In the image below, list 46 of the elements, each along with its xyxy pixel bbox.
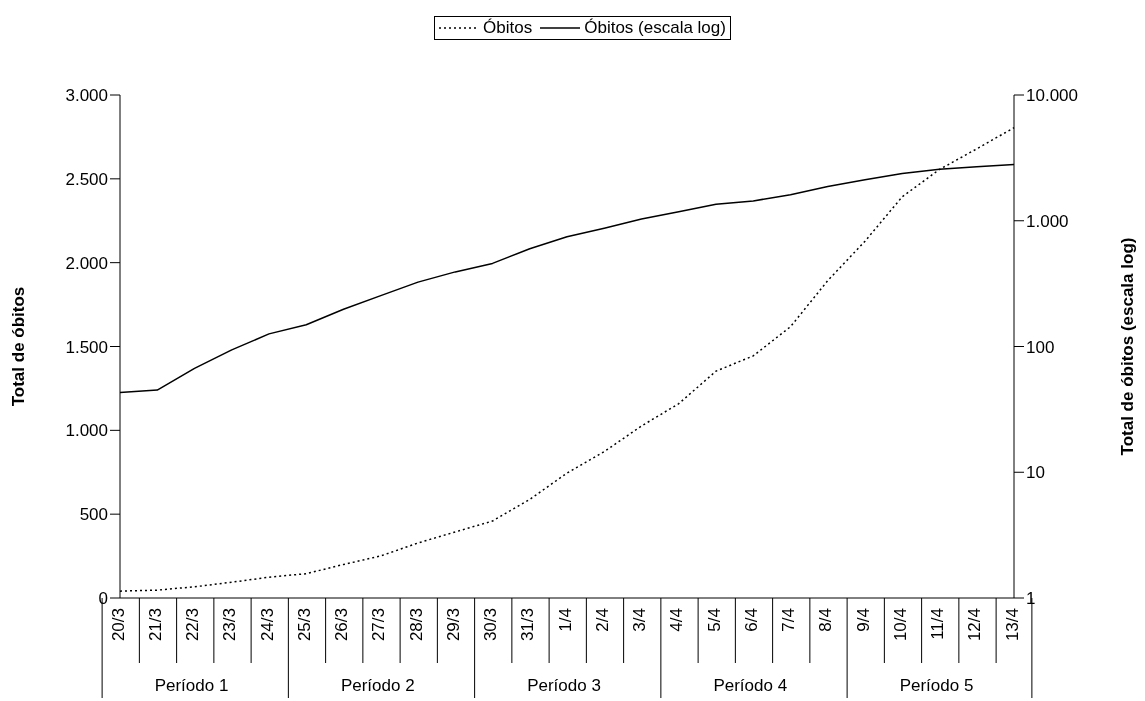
x-tick-label: 25/3 (294, 608, 314, 642)
x-tick-label: 20/3 (108, 608, 128, 642)
y-axis-title: Total de óbitos (9, 286, 29, 407)
x-tick-label: 8/4 (816, 608, 836, 632)
y-tick-label: 0 (98, 589, 108, 609)
legend-label: Óbitos (escala log) (583, 17, 726, 39)
x-tick-label: 7/4 (779, 608, 798, 632)
x-tick-label: 1/4 (555, 608, 575, 632)
x-tick-label: 5/4 (704, 608, 724, 632)
x-tick-label: 2/4 (592, 608, 612, 632)
y-tick-label: 3.000 (65, 86, 108, 106)
y-tick-label: 500 (79, 505, 108, 525)
text: Período 2 (340, 676, 415, 695)
text: Período 5 (899, 676, 974, 695)
x-tick-label: 26/3 (332, 608, 351, 642)
x-tick-label: 24/3 (257, 608, 277, 642)
x-tick-label: 28/3 (406, 608, 426, 642)
y-tick-label: 2.500 (65, 169, 108, 189)
y2-tick-label: 10 (1026, 463, 1045, 483)
x-tick-label: 31/3 (518, 608, 538, 642)
y2-tick-label: 1.000 (1026, 211, 1069, 231)
x-tick-label: 11/4 (928, 608, 947, 640)
x-tick-label: 23/3 (220, 608, 240, 642)
y2-tick-label: 100 (1026, 337, 1055, 357)
x-tick-label: 21/3 (145, 608, 165, 642)
text: Período 1 (154, 676, 229, 695)
text: Período 3 (527, 676, 601, 695)
y-tick-label: 2.000 (65, 253, 108, 273)
x-tick-label: 13/4 (1002, 608, 1022, 642)
x-tick-label: 22/3 (183, 608, 202, 642)
x-tick-label: 9/4 (853, 608, 873, 632)
x-tick-label: 6/4 (741, 608, 761, 632)
x-tick-label: 10/4 (890, 608, 910, 642)
y2-axis-title: Total de óbitos (escala log) (1118, 237, 1138, 456)
x-tick-label: 3/4 (630, 608, 649, 632)
text: Período 4 (713, 676, 788, 695)
y-tick-label: 1.500 (65, 337, 108, 357)
y2-tick-label: 1 (1026, 589, 1036, 609)
x-tick-label: 29/3 (443, 608, 463, 642)
x-tick-label: 30/3 (481, 608, 500, 642)
y2-tick-label: 10.000 (1026, 86, 1078, 106)
x-tick-label: 4/4 (667, 608, 687, 632)
y-tick-label: 1.000 (65, 421, 108, 441)
x-tick-label: 12/4 (965, 608, 985, 642)
x-tick-label: 27/3 (369, 608, 389, 642)
legend-label: Óbitos (482, 17, 533, 39)
